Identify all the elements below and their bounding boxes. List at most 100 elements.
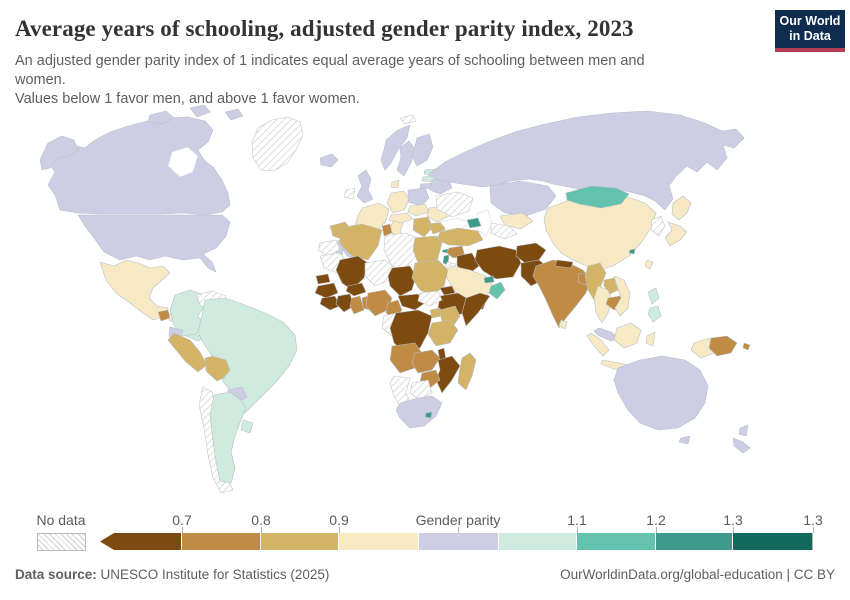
legend-segment-lt-0.7[interactable] <box>100 533 182 550</box>
country-russia[interactable] <box>427 110 745 211</box>
country-south-sudan[interactable] <box>417 290 443 307</box>
country-borneo[interactable] <box>613 322 642 349</box>
country-turkmenistan[interactable] <box>490 222 518 240</box>
country-papua-new-guinea[interactable] <box>708 335 738 357</box>
country-new-zealand-north[interactable] <box>738 424 749 437</box>
legend-segment-1.1-1.2[interactable] <box>577 533 656 550</box>
country-australia[interactable] <box>613 355 709 431</box>
country-greenland[interactable] <box>251 116 304 172</box>
legend-segment-0.8-0.9[interactable] <box>261 533 339 550</box>
country-iran[interactable] <box>474 245 522 280</box>
country-uk[interactable] <box>356 169 374 204</box>
country-mozambique[interactable] <box>435 355 461 394</box>
legend-segment-1.1[interactable] <box>499 533 577 550</box>
country-arctic-c[interactable] <box>224 108 244 121</box>
country-alaska[interactable] <box>39 135 79 171</box>
country-finland[interactable] <box>411 133 434 167</box>
country-guinea[interactable] <box>314 282 339 299</box>
country-taiwan[interactable] <box>644 259 654 270</box>
country-mexico[interactable] <box>99 259 171 321</box>
country-india[interactable] <box>532 259 592 329</box>
country-ireland[interactable] <box>343 187 356 200</box>
no-data-swatch[interactable] <box>37 533 86 551</box>
country-japan-north[interactable] <box>671 195 692 221</box>
country-sweden[interactable] <box>396 140 416 177</box>
country-usa[interactable] <box>77 214 231 273</box>
country-west-papua[interactable] <box>690 337 715 359</box>
country-nepal[interactable] <box>554 259 574 269</box>
country-kazakhstan[interactable] <box>489 180 557 217</box>
country-denmark[interactable] <box>390 179 400 189</box>
country-chad[interactable] <box>387 265 417 297</box>
country-vietnam[interactable] <box>613 275 631 317</box>
country-norway[interactable] <box>380 124 411 171</box>
country-arctic-a[interactable] <box>147 110 175 125</box>
country-afghanistan[interactable] <box>515 242 547 264</box>
country-thailand[interactable] <box>593 285 613 324</box>
country-cote-divoire[interactable] <box>335 293 355 313</box>
country-lesotho[interactable] <box>424 411 433 419</box>
country-korea[interactable] <box>650 215 666 237</box>
country-senegal[interactable] <box>315 273 331 285</box>
country-germany[interactable] <box>386 190 410 214</box>
country-sierra-leone-liberia[interactable] <box>319 295 341 311</box>
country-tanzania[interactable] <box>427 319 459 347</box>
legend-segment-1.2-1.3[interactable] <box>656 533 733 550</box>
legend-tick <box>733 527 734 533</box>
country-ghana[interactable] <box>349 295 365 315</box>
country-drc[interactable] <box>389 309 433 354</box>
country-philippines-north[interactable] <box>647 287 660 305</box>
country-czech-hungary[interactable] <box>407 203 430 217</box>
country-western-sahara[interactable] <box>317 239 341 257</box>
legend-label-1.3: 1.3 <box>723 512 743 528</box>
country-caucasus[interactable] <box>466 217 482 229</box>
country-ukraine[interactable] <box>435 191 474 218</box>
country-mongolia[interactable] <box>565 185 630 209</box>
country-malaysia[interactable] <box>593 327 620 342</box>
country-burkina-faso[interactable] <box>345 282 367 297</box>
country-peru[interactable] <box>167 332 208 373</box>
country-hong-kong[interactable] <box>628 248 636 255</box>
country-canada[interactable] <box>47 116 231 216</box>
country-arctic-b[interactable] <box>189 104 211 118</box>
country-turkey[interactable] <box>436 227 484 247</box>
country-philippines-south[interactable] <box>647 305 662 323</box>
country-somalia[interactable] <box>461 292 491 327</box>
legend-segment-0.9[interactable] <box>339 533 419 550</box>
country-car[interactable] <box>397 293 426 311</box>
country-sri-lanka[interactable] <box>558 319 568 330</box>
country-uzbekistan[interactable] <box>499 212 534 230</box>
country-oman[interactable] <box>488 281 506 300</box>
country-uruguay[interactable] <box>240 419 254 434</box>
country-guatemala[interactable] <box>157 309 171 322</box>
country-bulgaria[interactable] <box>428 221 446 235</box>
country-svalbard[interactable] <box>399 114 417 125</box>
country-zambia[interactable] <box>411 349 441 374</box>
country-madagascar[interactable] <box>457 352 477 391</box>
country-switzerland-austria[interactable] <box>388 212 414 224</box>
country-sumatra[interactable] <box>586 332 610 357</box>
country-tunisia[interactable] <box>381 223 393 237</box>
country-algeria[interactable] <box>339 223 383 261</box>
country-botswana[interactable] <box>409 379 433 401</box>
country-balkans[interactable] <box>412 216 434 238</box>
country-argentina[interactable] <box>209 391 247 484</box>
owid-logo[interactable]: Our World in Data <box>775 10 845 52</box>
country-uae-qatar[interactable] <box>483 275 495 284</box>
legend-label-1.2: 1.2 <box>646 512 666 528</box>
country-sulawesi[interactable] <box>645 331 656 347</box>
country-solomon-islands[interactable] <box>742 342 751 351</box>
legend-segment-0.7-0.8[interactable] <box>182 533 261 550</box>
country-poland[interactable] <box>407 187 430 207</box>
country-tasmania[interactable] <box>678 435 691 445</box>
legend-segment-gender-parity[interactable] <box>419 533 499 550</box>
country-new-zealand-south[interactable] <box>732 437 751 454</box>
legend-segment-gt-1.3[interactable] <box>733 533 813 550</box>
credit-link[interactable]: OurWorldinData.org/global-education | CC… <box>560 567 835 582</box>
country-eritrea[interactable] <box>439 285 456 296</box>
country-south-africa[interactable] <box>395 395 443 429</box>
country-libya[interactable] <box>383 232 419 271</box>
country-japan-south[interactable] <box>664 221 688 247</box>
country-iceland[interactable] <box>319 153 339 168</box>
